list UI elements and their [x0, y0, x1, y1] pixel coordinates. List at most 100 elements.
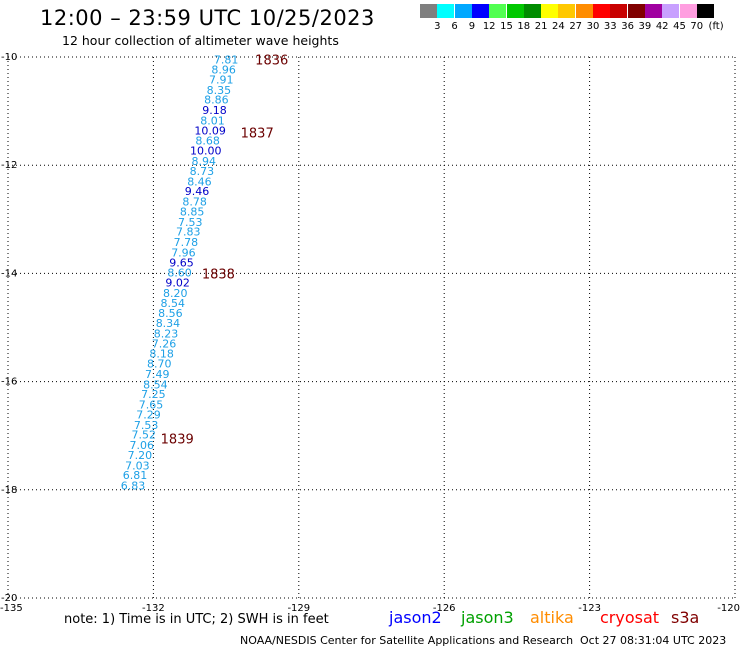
legend-label: 45: [673, 21, 686, 32]
legend-swatch: [506, 4, 524, 18]
longitude-label: -126: [433, 603, 456, 614]
pass-number-label: 1836: [255, 54, 288, 69]
satellite-cryosat: cryosat: [600, 608, 660, 627]
wave-height-value: 7.20: [128, 449, 153, 462]
wave-height-value: 7.03: [125, 459, 150, 472]
legend-swatch: [437, 4, 455, 18]
wave-height-value: 8.78: [182, 195, 207, 208]
wave-height-value: 8.34: [156, 317, 181, 330]
latitude-label: -16: [1, 377, 17, 388]
wave-height-value: 8.54: [143, 378, 168, 391]
pass-number-label: 1838: [202, 267, 235, 282]
legend-swatch: [558, 4, 576, 18]
satellite-s3a: s3a: [671, 608, 700, 627]
wave-height-value: 6.81: [123, 469, 148, 482]
axis-labels: -10 -12 -14 -16 -18 -20-135 -132 -129 -126 -123 -1…: [0, 52, 740, 614]
legend-label: 27: [569, 21, 583, 32]
legend-swatch: [644, 4, 662, 18]
latitude-label: -18: [1, 485, 17, 496]
wave-height-value: 7.96: [171, 246, 196, 259]
wave-height-value: 9.65: [169, 257, 194, 270]
wave-height-value: 6.83: [121, 479, 146, 492]
wave-height-value: 7.53: [134, 419, 159, 432]
wave-height-value: 7.06: [130, 439, 155, 452]
legend-label: 9: [468, 21, 476, 32]
wave-height-value: 7.49: [145, 368, 170, 381]
wave-height-value: 10.09: [194, 125, 226, 138]
wave-height-value: 9.46: [185, 185, 210, 198]
legend-label: 6: [451, 21, 458, 32]
wave-height-value: 8.96: [211, 63, 236, 76]
footer-credit: NOAA/NESDIS Center for Satellite Applica…: [240, 634, 574, 647]
wave-height-value: 8.01: [200, 114, 225, 127]
wave-height-value: 7.25: [141, 388, 166, 401]
longitude-label: -129: [287, 603, 310, 614]
legend-label: 18: [517, 21, 531, 32]
wave-height-value: 10.00: [190, 145, 222, 158]
wave-height-value: 9.02: [165, 277, 190, 290]
map-grid: [7, 56, 736, 599]
wave-height-value: 8.73: [190, 165, 215, 178]
pass-labels: 1836 1837 1838 1839: [161, 54, 289, 448]
wave-height-value: 7.78: [174, 236, 199, 249]
latitude-label: -14: [1, 268, 17, 279]
wave-height-value: 8.60: [167, 266, 192, 279]
wave-height-value: 8.35: [207, 84, 232, 97]
footer-timestamp: Oct 27 08:31:04 UTC 2023: [580, 634, 727, 647]
altimeter-track: 7.818.967.918.358.869.188.0110.098.6810.…: [121, 54, 239, 493]
wave-height-value: 8.85: [180, 206, 205, 219]
legend-swatch: [575, 4, 593, 18]
wave-height-value: 8.23: [154, 327, 179, 340]
legend-label: 3: [434, 21, 441, 32]
satellite-jason3: jason3: [461, 608, 514, 627]
wave-height-value: 8.86: [204, 94, 229, 107]
legend-swatch: [610, 4, 628, 18]
satellite-altika: altika: [530, 608, 574, 627]
legend-label: 12: [482, 21, 496, 32]
pass-number-label: 1837: [241, 127, 274, 142]
legend-swatch: [420, 4, 437, 18]
wave-height-value: 7.53: [178, 216, 203, 229]
wave-height-value: 7.65: [139, 398, 164, 411]
longitude-label: -132: [142, 603, 165, 614]
legend-swatch: [627, 4, 645, 18]
wave-height-value: 8.56: [158, 307, 183, 320]
legend-label: 42: [655, 21, 669, 32]
page-subtitle: 12 hour collection of altimeter wave hei…: [62, 33, 339, 48]
legend-swatch: [593, 4, 610, 18]
legend-swatch: [471, 4, 489, 18]
legend-swatch: [696, 4, 714, 18]
wave-height-value: 8.54: [161, 297, 186, 310]
wave-height-value: 7.81: [214, 54, 239, 67]
wave-height-value: 8.18: [149, 347, 174, 360]
wave-height-value: 7.91: [209, 74, 234, 87]
legend-swatch: [679, 4, 697, 18]
legend-label: 21: [534, 21, 548, 32]
longitude-label: -120: [717, 603, 740, 614]
legend-label: (ft): [708, 21, 724, 32]
legend-label: 36: [621, 21, 634, 32]
wave-height-value: 8.20: [163, 287, 188, 300]
longitude-label: -135: [0, 603, 23, 614]
latitude-label: -10: [1, 52, 17, 63]
units-note: note: 1) Time is in UTC; 2) SWH is in fe…: [64, 612, 329, 627]
longitude-label: -123: [578, 603, 601, 614]
wave-height-value: 7.29: [136, 409, 161, 422]
legend-swatch: [541, 4, 559, 18]
satellite-jason2: jason2: [389, 608, 442, 627]
legend-label: 30: [586, 21, 600, 32]
pass-number-label: 1839: [161, 432, 194, 447]
wave-height-value: 9.18: [202, 104, 227, 117]
wave-height-value: 7.52: [131, 429, 156, 442]
legend-swatch: [454, 4, 472, 18]
legend-swatch: [523, 4, 541, 18]
latitude-label: -12: [1, 160, 17, 171]
wave-height-value: 8.46: [187, 175, 212, 188]
legend-label: 33: [603, 21, 617, 32]
legend-swatch: [489, 4, 507, 18]
legend-label: 70: [690, 21, 704, 32]
legend-label: 39: [638, 21, 652, 32]
color-scale-legend: 3 6 9 12 15 18 21 24 27 30 33 36 39 42 45 70 (ft): [420, 4, 730, 38]
page-title: 12:00 – 23:59 UTC 10/25/2023: [40, 6, 375, 30]
